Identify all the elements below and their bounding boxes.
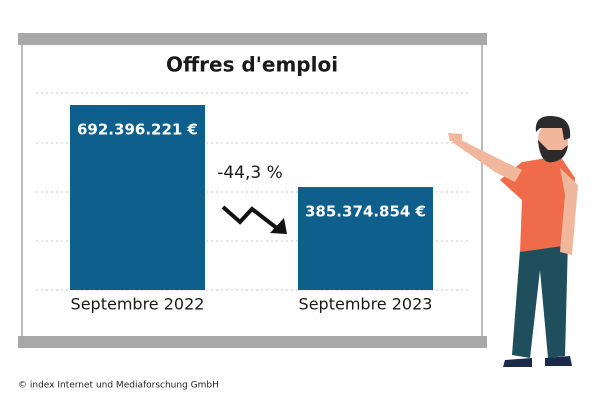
value-label: 385.374.854 € [305,203,426,221]
board-bottom-rail [18,336,487,348]
person-illustration [448,115,578,367]
chart-title: Offres d'emploi [166,53,338,77]
bar [70,105,205,290]
annotation: -44,3 % [217,163,283,183]
x-tick-label: Septembre 2022 [71,295,205,314]
board-top-rail [18,33,487,45]
source: © index Internet und Mediaforschung GmbH [18,381,219,391]
trend-arrow [221,205,280,231]
value-label: 692.396.221 € [77,121,198,139]
x-tick-label: Septembre 2023 [299,295,433,314]
bar [298,187,433,290]
trend-arrow-head [270,218,287,234]
